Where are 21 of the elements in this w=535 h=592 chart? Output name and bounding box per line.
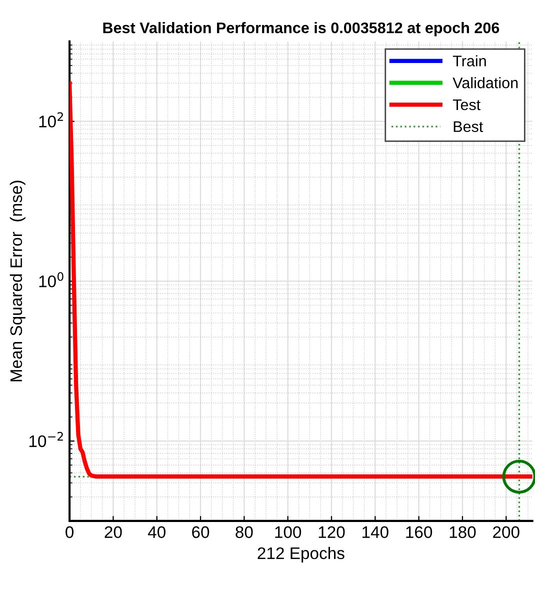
y-axis-title: Mean Squared Error (mse) — [10, 180, 26, 382]
chart-title: Best Validation Performance is 0.0035812 at epoch 206 — [103, 22, 500, 36]
x-tick-label: 100 — [275, 526, 302, 538]
legend-label: Train — [452, 55, 486, 66]
y-tick-label: 10$^{−2}$ — [29, 432, 63, 448]
legend-label: Validation — [452, 77, 518, 88]
legend-label: Test — [452, 100, 481, 110]
x-tick-label: 80 — [236, 526, 253, 538]
x-tick-label: 60 — [192, 526, 210, 538]
x-tick-label: 120 — [318, 526, 345, 538]
x-tick-label: 160 — [406, 526, 432, 538]
x-tick-label: 140 — [362, 526, 388, 538]
x-axis-title: 212 Epochs — [258, 546, 344, 562]
x-tick-label: 200 — [493, 526, 520, 538]
x-tick-label: 20 — [104, 526, 122, 538]
x-tick-label: 40 — [148, 526, 166, 538]
x-tick-label: 180 — [450, 526, 476, 538]
y-tick-label: 10$^{2}$ — [39, 112, 63, 128]
x-tick-label: 0 — [66, 526, 74, 538]
ref-line-label: Best — [454, 121, 484, 132]
y-tick-label: 10$^{0}$ — [39, 272, 64, 288]
